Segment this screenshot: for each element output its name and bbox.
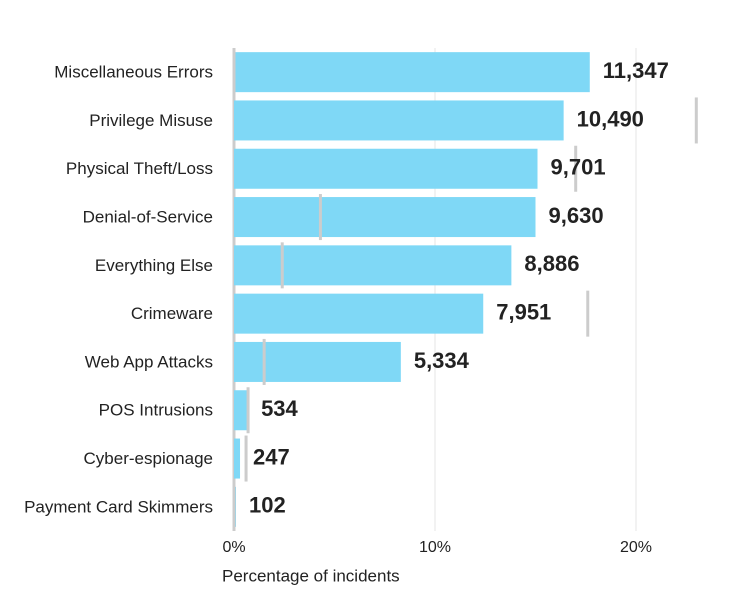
category-label: Payment Card Skimmers (24, 497, 213, 516)
bar (234, 341, 401, 382)
bar (234, 52, 590, 93)
value-label: 11,347 (603, 58, 669, 83)
x-axis-title: Percentage of incidents (222, 566, 400, 585)
bar (234, 438, 241, 479)
category-label: Denial-of-Service (83, 208, 213, 227)
value-label: 9,630 (549, 203, 604, 228)
value-label: 534 (261, 396, 298, 421)
category-label: POS Intrusions (99, 401, 213, 420)
value-label: 10,490 (577, 106, 644, 131)
x-tick-label: 0% (222, 539, 245, 556)
value-label: 5,334 (414, 348, 470, 373)
bar (234, 148, 538, 189)
category-label: Privilege Misuse (89, 111, 213, 130)
category-label: Physical Theft/Loss (66, 159, 213, 178)
category-label: Crimeware (131, 304, 213, 323)
value-label: 7,951 (496, 299, 551, 324)
x-tick-label: 10% (419, 539, 451, 556)
x-tick-label: 20% (620, 539, 652, 556)
bar (234, 245, 512, 286)
category-label: Cyber-espionage (84, 449, 213, 468)
value-label: 9,701 (551, 155, 606, 180)
value-label: 102 (249, 493, 286, 518)
bar (234, 293, 484, 334)
category-label: Miscellaneous Errors (54, 63, 213, 82)
bar (234, 390, 249, 431)
bar (234, 197, 536, 238)
bar (234, 100, 564, 141)
category-label: Everything Else (95, 256, 213, 275)
value-label: 247 (253, 444, 290, 469)
category-label: Web App Attacks (85, 352, 213, 371)
value-label: 8,886 (524, 251, 579, 276)
